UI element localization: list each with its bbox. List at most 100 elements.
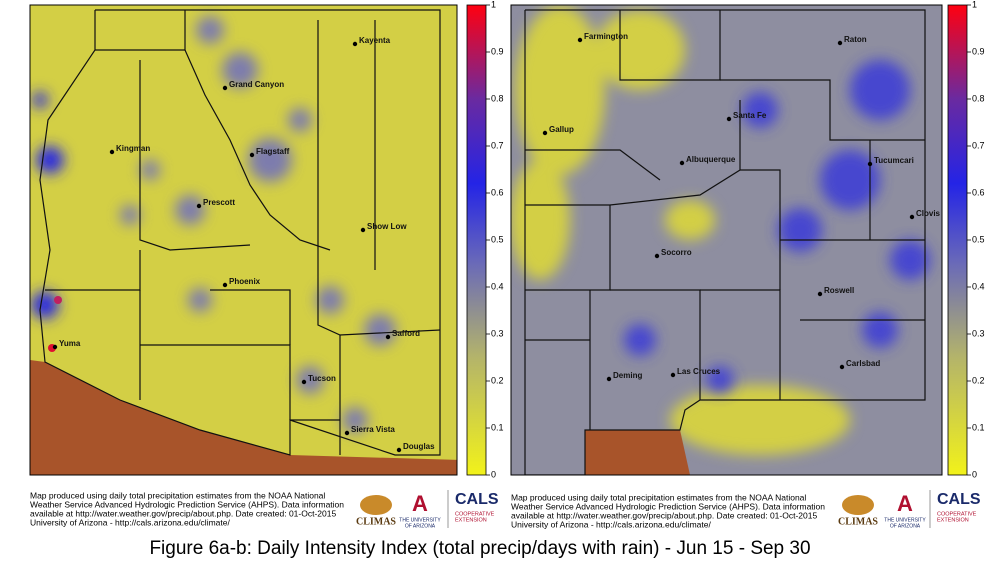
city-dot [360, 227, 366, 233]
logo-text: THE UNIVERSITY [884, 517, 926, 523]
colorbar-tick-label: 0.9 [972, 46, 985, 56]
footer-line: University of Arizona - http://cals.ariz… [30, 517, 230, 527]
city-dot [679, 160, 685, 166]
ua-logo: A [412, 491, 428, 516]
city-label: Raton [844, 35, 867, 44]
colorbar-tick-label: 0.1 [491, 422, 504, 432]
logo-text: CALS [455, 491, 499, 508]
city-dot [577, 37, 583, 43]
colorbar-tick-label: 0.5 [491, 234, 504, 244]
logo-text: COOPERATIVE [937, 511, 977, 517]
ua-logo: A [897, 491, 913, 516]
colorbar-tick-label: 0.2 [972, 375, 985, 385]
colorbar-tick-label: 0.4 [491, 281, 504, 291]
city-label: Phoenix [229, 277, 261, 286]
city-label: Las Cruces [677, 367, 721, 376]
climas-icon [360, 495, 392, 515]
colorbar-tick-label: 1 [972, 0, 977, 9]
city-label: Farmington [584, 32, 628, 41]
footer-line: Weather Service Advanced Hydrologic Pred… [30, 499, 344, 509]
city-label: Yuma [59, 339, 81, 348]
logo-text: EXTENSION [937, 517, 969, 523]
colorbar-tick-label: 0.5 [972, 234, 985, 244]
city-label: Sierra Vista [351, 425, 395, 434]
city-label: Show Low [367, 222, 407, 231]
city-dot [352, 41, 358, 47]
arizona-map [30, 5, 457, 475]
footer-line: University of Arizona - http://cals.ariz… [511, 519, 711, 529]
city-dot [344, 430, 350, 436]
city-dot [301, 379, 307, 385]
city-dot [817, 291, 823, 297]
footer-line: available at http://water.weather.gov/pr… [511, 510, 817, 520]
city-label: Prescott [203, 198, 235, 207]
city-dot [867, 161, 873, 167]
city-dot [222, 282, 228, 288]
colorbar-tick-label: 0.6 [491, 187, 504, 197]
colorbar-tick-label: 0.6 [972, 187, 985, 197]
climas-icon [842, 495, 874, 515]
city-label: Kayenta [359, 36, 391, 45]
city-dot [222, 85, 228, 91]
city-label: Gallup [549, 125, 574, 134]
city-dot [654, 253, 660, 259]
city-dot [542, 130, 548, 136]
city-dot [52, 344, 58, 350]
city-dot [396, 447, 402, 453]
city-label: Tucson [308, 374, 336, 383]
city-label: Flagstaff [256, 147, 290, 156]
colorbar-tick-label: 0.1 [972, 422, 985, 432]
colorbar-tick-label: 0.4 [972, 281, 985, 291]
colorbar [947, 4, 968, 476]
logo-text: OF ARIZONA [890, 523, 921, 529]
city-dot [726, 116, 732, 122]
city-label: Clovis [916, 209, 941, 218]
city-label: Douglas [403, 442, 435, 451]
footer-left: Map produced using daily total precipita… [30, 490, 499, 529]
city-label: Deming [613, 371, 642, 380]
city-dot [909, 214, 915, 220]
logo-text: CLIMAS [838, 516, 878, 527]
footer-right: Map produced using daily total precipita… [511, 490, 981, 529]
colorbar-tick-label: 0.3 [491, 328, 504, 338]
colorbar-tick-label: 0 [972, 469, 977, 479]
map-frame [510, 4, 943, 476]
logo-text: CALS [937, 491, 981, 508]
city-label: Roswell [824, 286, 854, 295]
footer-line: Map produced using daily total precipita… [511, 492, 806, 502]
logo-text: THE UNIVERSITY [399, 517, 441, 523]
footer-line: available at http://water.weather.gov/pr… [30, 508, 336, 518]
city-dot [385, 334, 391, 340]
logo-text: OF ARIZONA [405, 523, 436, 529]
city-dot [839, 364, 845, 370]
city-label: Safford [392, 329, 420, 338]
city-label: Kingman [116, 144, 150, 153]
city-dot [109, 149, 115, 155]
colorbar-tick-label: 0.7 [491, 140, 504, 150]
logo-text: COOPERATIVE [455, 511, 495, 517]
colorbar-tick-label: 1 [491, 0, 496, 9]
colorbar-tick-label: 0.3 [972, 328, 985, 338]
colorbar-tick-label: 0.8 [972, 93, 985, 103]
caption: Figure 6a-b: Daily Intensity Index (tota… [149, 538, 810, 559]
new-mexico-map [511, 5, 942, 475]
colorbar-tick-label: 0.7 [972, 140, 985, 150]
colorbar-tick-label: 0.2 [491, 375, 504, 385]
city-label: Santa Fe [733, 111, 767, 120]
city-label: Albuquerque [686, 155, 736, 164]
city-label: Tucumcari [874, 156, 914, 165]
city-dot [249, 152, 255, 158]
city-dot [606, 376, 612, 382]
footer-line: Weather Service Advanced Hydrologic Pred… [511, 501, 825, 511]
city-dot [837, 40, 843, 46]
city-label: Socorro [661, 248, 692, 257]
colorbar-tick-label: 0 [491, 469, 496, 479]
city-dot [670, 372, 676, 378]
colorbar [466, 4, 487, 476]
city-dot [196, 203, 202, 209]
city-label: Grand Canyon [229, 80, 284, 89]
footer-line: Map produced using daily total precipita… [30, 490, 325, 500]
logo-text: EXTENSION [455, 517, 487, 523]
colorbar-tick-label: 0.8 [491, 93, 504, 103]
